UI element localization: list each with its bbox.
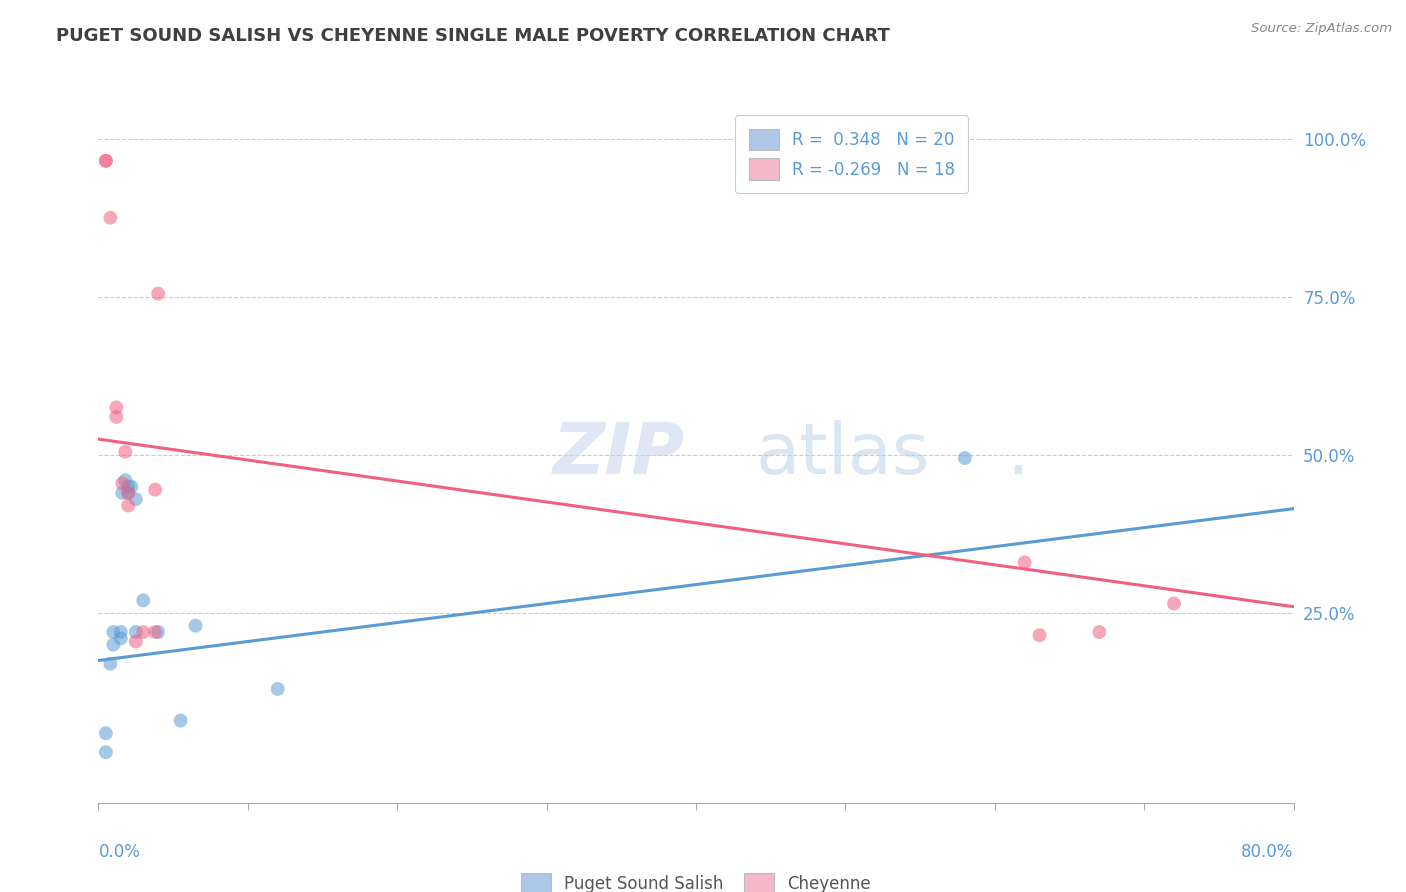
Point [103, 638, 125, 652]
Point [148, 625, 170, 640]
Point [1028, 628, 1050, 642]
Text: 0.0%: 0.0% [98, 843, 141, 861]
Text: Source: ZipAtlas.com: Source: ZipAtlas.com [1251, 22, 1392, 36]
Point [117, 486, 139, 500]
Point [1088, 625, 1111, 640]
Point [125, 625, 148, 640]
Point [125, 634, 148, 648]
Point [94, 726, 117, 740]
Point [148, 286, 170, 301]
Point [110, 632, 132, 646]
Point [111, 476, 134, 491]
Point [94, 153, 117, 168]
Text: atlas: atlas [756, 420, 931, 490]
Point [1014, 556, 1036, 570]
Point [125, 492, 148, 507]
Point [94, 745, 117, 759]
Point [105, 409, 128, 424]
Point [169, 714, 191, 728]
Point [132, 593, 155, 607]
Point [94, 153, 117, 168]
Text: .: . [1007, 420, 1029, 490]
Point [100, 211, 122, 225]
Point [100, 657, 122, 671]
Legend: Puget Sound Salish, Cheyenne: Puget Sound Salish, Cheyenne [513, 864, 879, 892]
Point [143, 625, 166, 640]
Point [117, 479, 139, 493]
Point [114, 444, 136, 458]
Text: 80.0%: 80.0% [1241, 843, 1294, 861]
Point [120, 479, 142, 493]
Text: ZIP: ZIP [553, 420, 685, 490]
Point [117, 486, 139, 500]
Point [103, 625, 125, 640]
Point [114, 473, 136, 487]
Point [267, 681, 290, 696]
Point [953, 451, 976, 466]
Point [143, 483, 166, 497]
Point [117, 499, 139, 513]
Point [184, 618, 207, 632]
Text: PUGET SOUND SALISH VS CHEYENNE SINGLE MALE POVERTY CORRELATION CHART: PUGET SOUND SALISH VS CHEYENNE SINGLE MA… [56, 27, 890, 45]
Point [132, 625, 155, 640]
Point [105, 401, 128, 415]
Point [111, 486, 134, 500]
Point [1163, 597, 1185, 611]
Point [110, 625, 132, 640]
